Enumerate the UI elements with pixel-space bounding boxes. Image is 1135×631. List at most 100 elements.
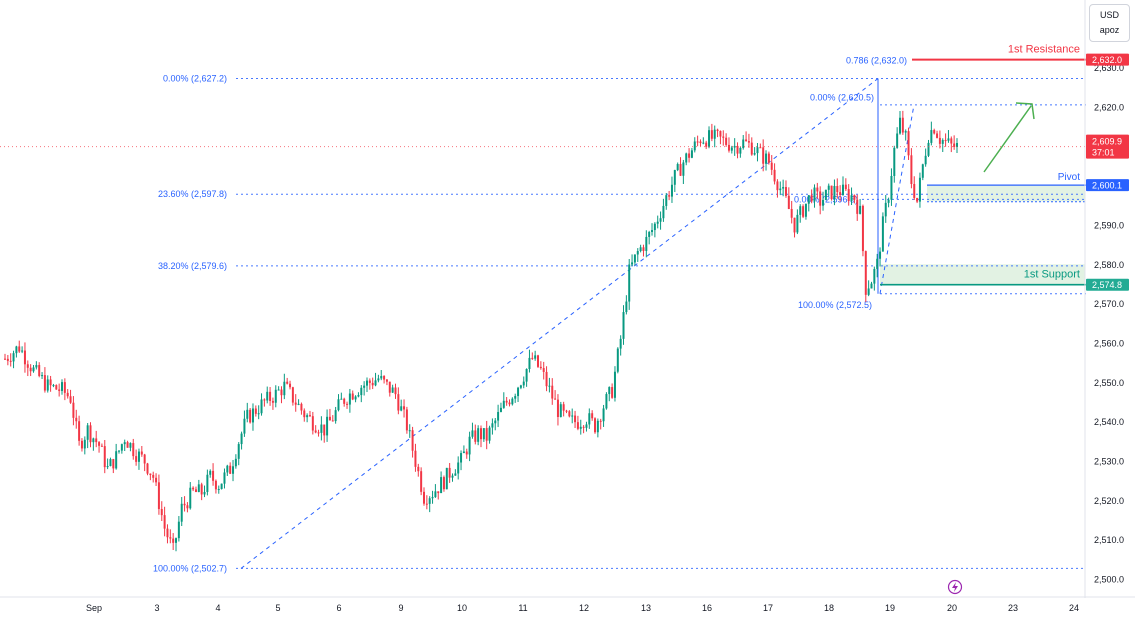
candle-body xyxy=(941,140,944,144)
pivot-label: Pivot xyxy=(1058,172,1080,183)
candle-body xyxy=(440,477,443,494)
candle-body xyxy=(180,503,183,522)
candle-body xyxy=(203,491,206,495)
candle-body xyxy=(442,477,445,490)
x-tick-label: 17 xyxy=(763,603,773,613)
candle-body xyxy=(417,466,420,472)
candle-body xyxy=(799,206,802,215)
candle-body xyxy=(371,382,374,386)
candle-body xyxy=(152,474,155,478)
candle-body xyxy=(351,393,354,400)
candle-body xyxy=(887,199,890,203)
candle-body xyxy=(21,350,24,352)
candle-body xyxy=(126,442,129,448)
candle-body xyxy=(257,413,260,415)
candle-body xyxy=(340,398,343,400)
candle-body xyxy=(782,187,785,189)
candle-body xyxy=(673,170,676,185)
y-tick-label: 2,580.0 xyxy=(1094,260,1124,270)
candle-body xyxy=(112,459,115,469)
candle-body xyxy=(505,400,508,403)
candle-body xyxy=(879,251,882,259)
candle-body xyxy=(488,427,491,441)
candle-body xyxy=(916,197,919,202)
candle-body xyxy=(422,491,425,504)
candle-body xyxy=(38,365,41,376)
candle-body xyxy=(804,203,807,217)
x-tick-label: 4 xyxy=(215,603,220,613)
candle-body xyxy=(169,537,172,539)
candle-body xyxy=(166,528,169,538)
candle-body xyxy=(220,483,223,490)
candle-body xyxy=(659,218,662,222)
candle-body xyxy=(320,424,323,433)
candle-body xyxy=(836,186,839,193)
candle-body xyxy=(246,409,249,419)
candle-body xyxy=(263,399,266,401)
candle-body xyxy=(431,497,434,499)
candle-body xyxy=(343,398,346,404)
x-tick-label: 11 xyxy=(518,603,527,613)
candle-body xyxy=(405,409,408,431)
candle-body xyxy=(286,381,289,384)
x-tick-label: 16 xyxy=(702,603,712,613)
x-tick-label: 6 xyxy=(336,603,341,613)
candle-body xyxy=(89,425,92,443)
candle-body xyxy=(491,423,494,428)
last-price-tag xyxy=(1086,134,1129,159)
candle-body xyxy=(759,147,762,149)
candle-body xyxy=(280,389,283,396)
candle-body xyxy=(197,484,200,492)
candle-body xyxy=(562,404,565,411)
currency-selector[interactable]: USD apoz xyxy=(1089,4,1130,42)
candle-body xyxy=(665,195,668,206)
candle-body xyxy=(918,177,921,202)
candle-body xyxy=(787,195,790,209)
candle-body xyxy=(391,387,394,393)
candle-body xyxy=(457,462,460,474)
candle-body xyxy=(58,389,61,391)
fib-right-label-top: 0.00% (2,620.5) xyxy=(810,92,874,102)
candle-body xyxy=(132,443,135,457)
x-axis-layer: Sep 3 4 5 6 9 10 11 12 13 16 17 18 19 20 23 24 xyxy=(0,596,1135,613)
candle-body xyxy=(209,470,212,475)
candle-body xyxy=(708,130,711,147)
candle-body xyxy=(528,357,531,369)
candle-body xyxy=(682,162,685,176)
candle-body xyxy=(796,214,799,233)
candle-body xyxy=(297,403,300,405)
candle-body xyxy=(736,145,739,154)
candle-body xyxy=(337,399,340,411)
candle-body xyxy=(551,385,554,399)
candle-body xyxy=(480,428,482,440)
candle-body xyxy=(813,187,816,202)
x-tick-label: 20 xyxy=(947,603,957,613)
candle-body xyxy=(494,420,497,424)
candle-body xyxy=(822,199,825,206)
candle-body xyxy=(824,189,827,200)
candle-body xyxy=(833,186,836,200)
candle-body xyxy=(690,150,693,158)
y-tick-label: 2,570.0 xyxy=(1094,299,1124,309)
x-tick-label: 13 xyxy=(641,603,651,613)
candle-body xyxy=(508,402,511,405)
candle-body xyxy=(539,366,542,369)
candle-body xyxy=(212,470,215,481)
candle-body xyxy=(653,223,656,231)
candle-body xyxy=(100,445,103,447)
candle-body xyxy=(924,155,927,165)
candle-body xyxy=(266,391,269,401)
candle-body xyxy=(864,251,867,295)
candle-body xyxy=(565,410,568,412)
candle-body xyxy=(61,382,64,391)
candle-body xyxy=(428,498,431,504)
candle-body xyxy=(867,288,870,295)
candle-body xyxy=(662,205,665,219)
candle-body xyxy=(155,477,158,483)
fib-main-trendline xyxy=(240,78,879,569)
candle-body xyxy=(670,184,673,197)
candle-body xyxy=(52,385,55,387)
candle-body xyxy=(588,413,591,425)
